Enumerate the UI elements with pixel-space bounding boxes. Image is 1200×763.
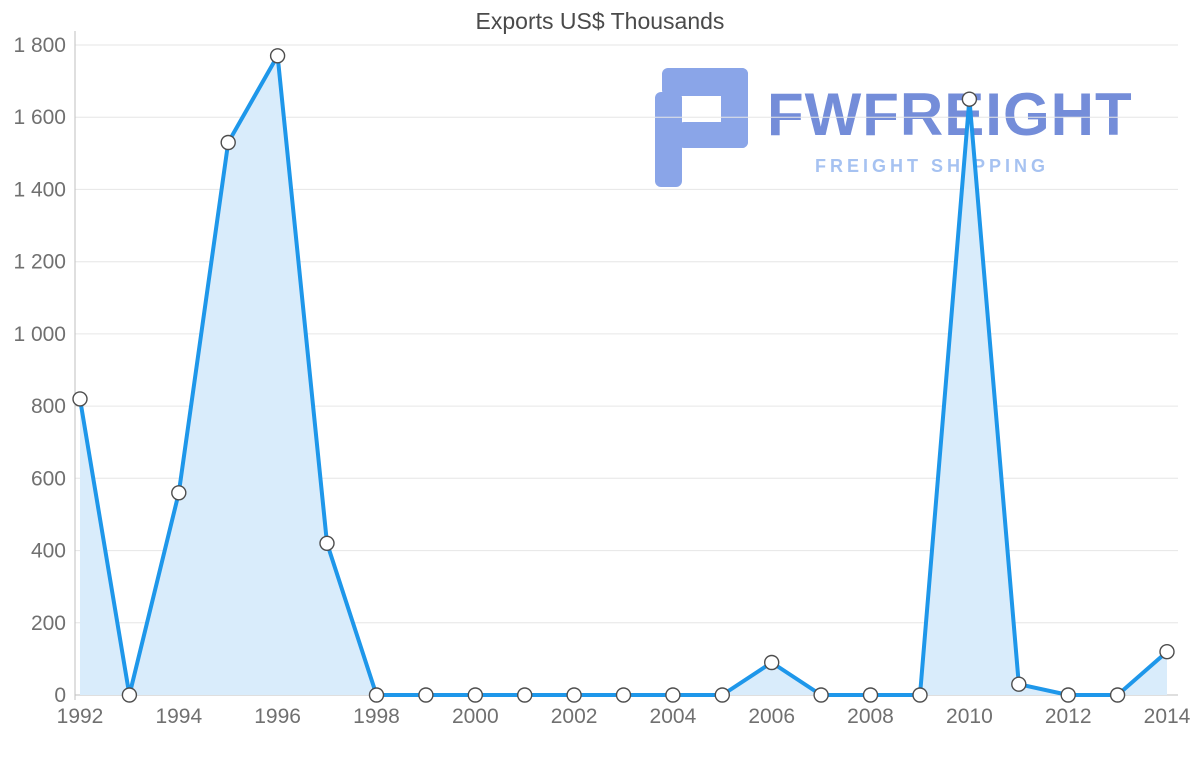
x-axis-tick-label: 1994 [155, 705, 202, 728]
watermark: FWFREIGHT FREIGHT SHIPPING [645, 62, 1165, 197]
data-point-marker [269, 48, 286, 64]
data-point-marker [418, 687, 434, 703]
data-point-marker [714, 687, 730, 703]
data-point-marker [813, 687, 829, 703]
data-point-marker [72, 391, 88, 407]
data-point-marker [862, 687, 879, 703]
x-axis-tick-label: 2000 [452, 705, 499, 728]
x-axis-tick-label: 2006 [748, 705, 795, 728]
y-axis-tick-label: 1 400 [13, 178, 66, 201]
data-point-marker [1109, 687, 1126, 703]
x-axis-tick-label: 2008 [847, 705, 894, 728]
data-point-marker [912, 687, 928, 703]
y-axis-tick-label: 1 000 [13, 323, 66, 346]
brand-tagline: FREIGHT SHIPPING [814, 156, 1049, 176]
y-axis-tick-label: 0 [54, 684, 66, 707]
data-point-marker [319, 535, 335, 551]
x-axis-tick-label: 2014 [1144, 705, 1191, 728]
y-axis-tick-label: 1 200 [13, 251, 66, 274]
y-axis-tick-label: 200 [31, 612, 66, 635]
data-point-marker [171, 485, 187, 501]
data-point-marker [1060, 687, 1076, 703]
series-area [80, 55, 1167, 696]
y-axis-tick-label: 1 800 [13, 34, 66, 57]
x-axis-tick-label: 1998 [353, 705, 400, 728]
data-point-marker [467, 687, 483, 703]
data-point-marker [368, 687, 385, 703]
x-axis-tick-label: 2004 [650, 705, 697, 728]
data-point-marker [1159, 644, 1175, 660]
x-axis-tick-label: 1992 [57, 705, 104, 728]
chart-title: Exports US$ Thousands [475, 8, 725, 34]
y-axis-tick-label: 400 [31, 540, 66, 563]
brand-logo-icon [655, 68, 748, 187]
data-point-marker [566, 687, 582, 703]
y-axis-tick-label: 1 600 [13, 106, 66, 129]
data-point-marker [764, 654, 780, 671]
data-point-marker [121, 687, 138, 703]
data-point-marker [220, 134, 236, 151]
y-axis-tick-label: 800 [31, 395, 66, 418]
x-axis-tick-label: 2012 [1045, 705, 1092, 728]
data-point-marker [615, 687, 632, 703]
data-point-marker [665, 687, 681, 703]
data-point-marker [1011, 676, 1027, 692]
data-point-marker [517, 687, 533, 703]
y-axis-tick-label: 600 [31, 467, 66, 490]
brand-name: FWFREIGHT [767, 81, 1133, 148]
x-axis-tick-label: 1996 [254, 705, 301, 728]
data-point-marker [961, 91, 978, 107]
x-axis-tick-label: 2002 [551, 705, 598, 728]
x-axis-tick-label: 2010 [946, 705, 993, 728]
